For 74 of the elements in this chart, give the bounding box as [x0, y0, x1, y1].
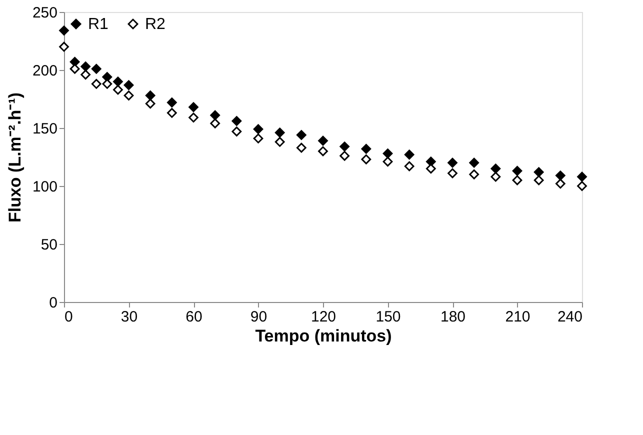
- point: [59, 26, 69, 36]
- point: [318, 136, 328, 146]
- point: [318, 146, 328, 156]
- point: [113, 84, 123, 95]
- point: [80, 62, 91, 72]
- y-tick-label: 250: [32, 4, 58, 22]
- point: [577, 172, 587, 182]
- point: [253, 134, 264, 144]
- point: [512, 175, 522, 186]
- y-tick-label: 0: [49, 294, 58, 312]
- point: [145, 90, 156, 100]
- x-axis-title: Tempo (minutos): [255, 326, 392, 346]
- y-tick-label: 200: [32, 62, 58, 80]
- point: [232, 126, 242, 136]
- point: [382, 156, 393, 167]
- point: [274, 136, 285, 147]
- point: [361, 154, 372, 164]
- point: [490, 172, 501, 182]
- x-tick-label: 180: [440, 308, 466, 326]
- point: [534, 175, 544, 186]
- x-tick-label: 30: [120, 308, 138, 326]
- point: [102, 78, 112, 89]
- point: [91, 64, 102, 74]
- point: [210, 118, 220, 128]
- point: [91, 78, 102, 89]
- point: [70, 56, 80, 67]
- point: [296, 130, 306, 140]
- point: [534, 167, 544, 178]
- x-tick-label: 210: [505, 308, 530, 326]
- point: [124, 90, 134, 100]
- point: [102, 72, 112, 82]
- point: [70, 64, 80, 74]
- point: [555, 170, 566, 180]
- y-tick-label: 150: [32, 120, 58, 138]
- point: [188, 102, 198, 112]
- point: [426, 164, 436, 174]
- point: [382, 148, 393, 158]
- point: [577, 181, 587, 191]
- y-tick-label: 100: [32, 178, 58, 196]
- point: [512, 166, 522, 176]
- point: [361, 144, 372, 154]
- point: [448, 158, 458, 168]
- point: [210, 110, 220, 120]
- x-tick-label: 150: [376, 308, 401, 326]
- point: [166, 108, 177, 118]
- point: [274, 128, 285, 138]
- x-tick-label: 60: [186, 308, 202, 326]
- point: [253, 124, 264, 134]
- point: [80, 70, 91, 80]
- y-axis-title: Fluxo (L.m⁻².h⁻¹): [5, 92, 24, 223]
- point: [469, 158, 480, 168]
- point: [232, 116, 242, 126]
- point: [404, 161, 414, 172]
- point: [469, 169, 480, 180]
- point: [59, 42, 69, 52]
- x-tick-label: 90: [250, 308, 268, 326]
- point: [166, 98, 177, 108]
- legend-label: R1: [88, 16, 109, 33]
- point: [340, 142, 350, 152]
- point: [448, 168, 458, 178]
- point: [113, 76, 123, 87]
- point: [296, 142, 306, 153]
- point: [188, 112, 198, 122]
- point: [124, 80, 134, 90]
- y-tick-label: 50: [40, 236, 58, 254]
- point: [145, 98, 156, 109]
- point: [340, 150, 350, 161]
- point: [555, 178, 566, 189]
- legend-label: R2: [145, 16, 166, 33]
- x-tick-label: 120: [310, 308, 336, 326]
- x-tick-label: 240: [557, 308, 582, 326]
- x-tick-label: 0: [64, 308, 73, 326]
- point: [490, 164, 501, 174]
- point: [404, 150, 414, 160]
